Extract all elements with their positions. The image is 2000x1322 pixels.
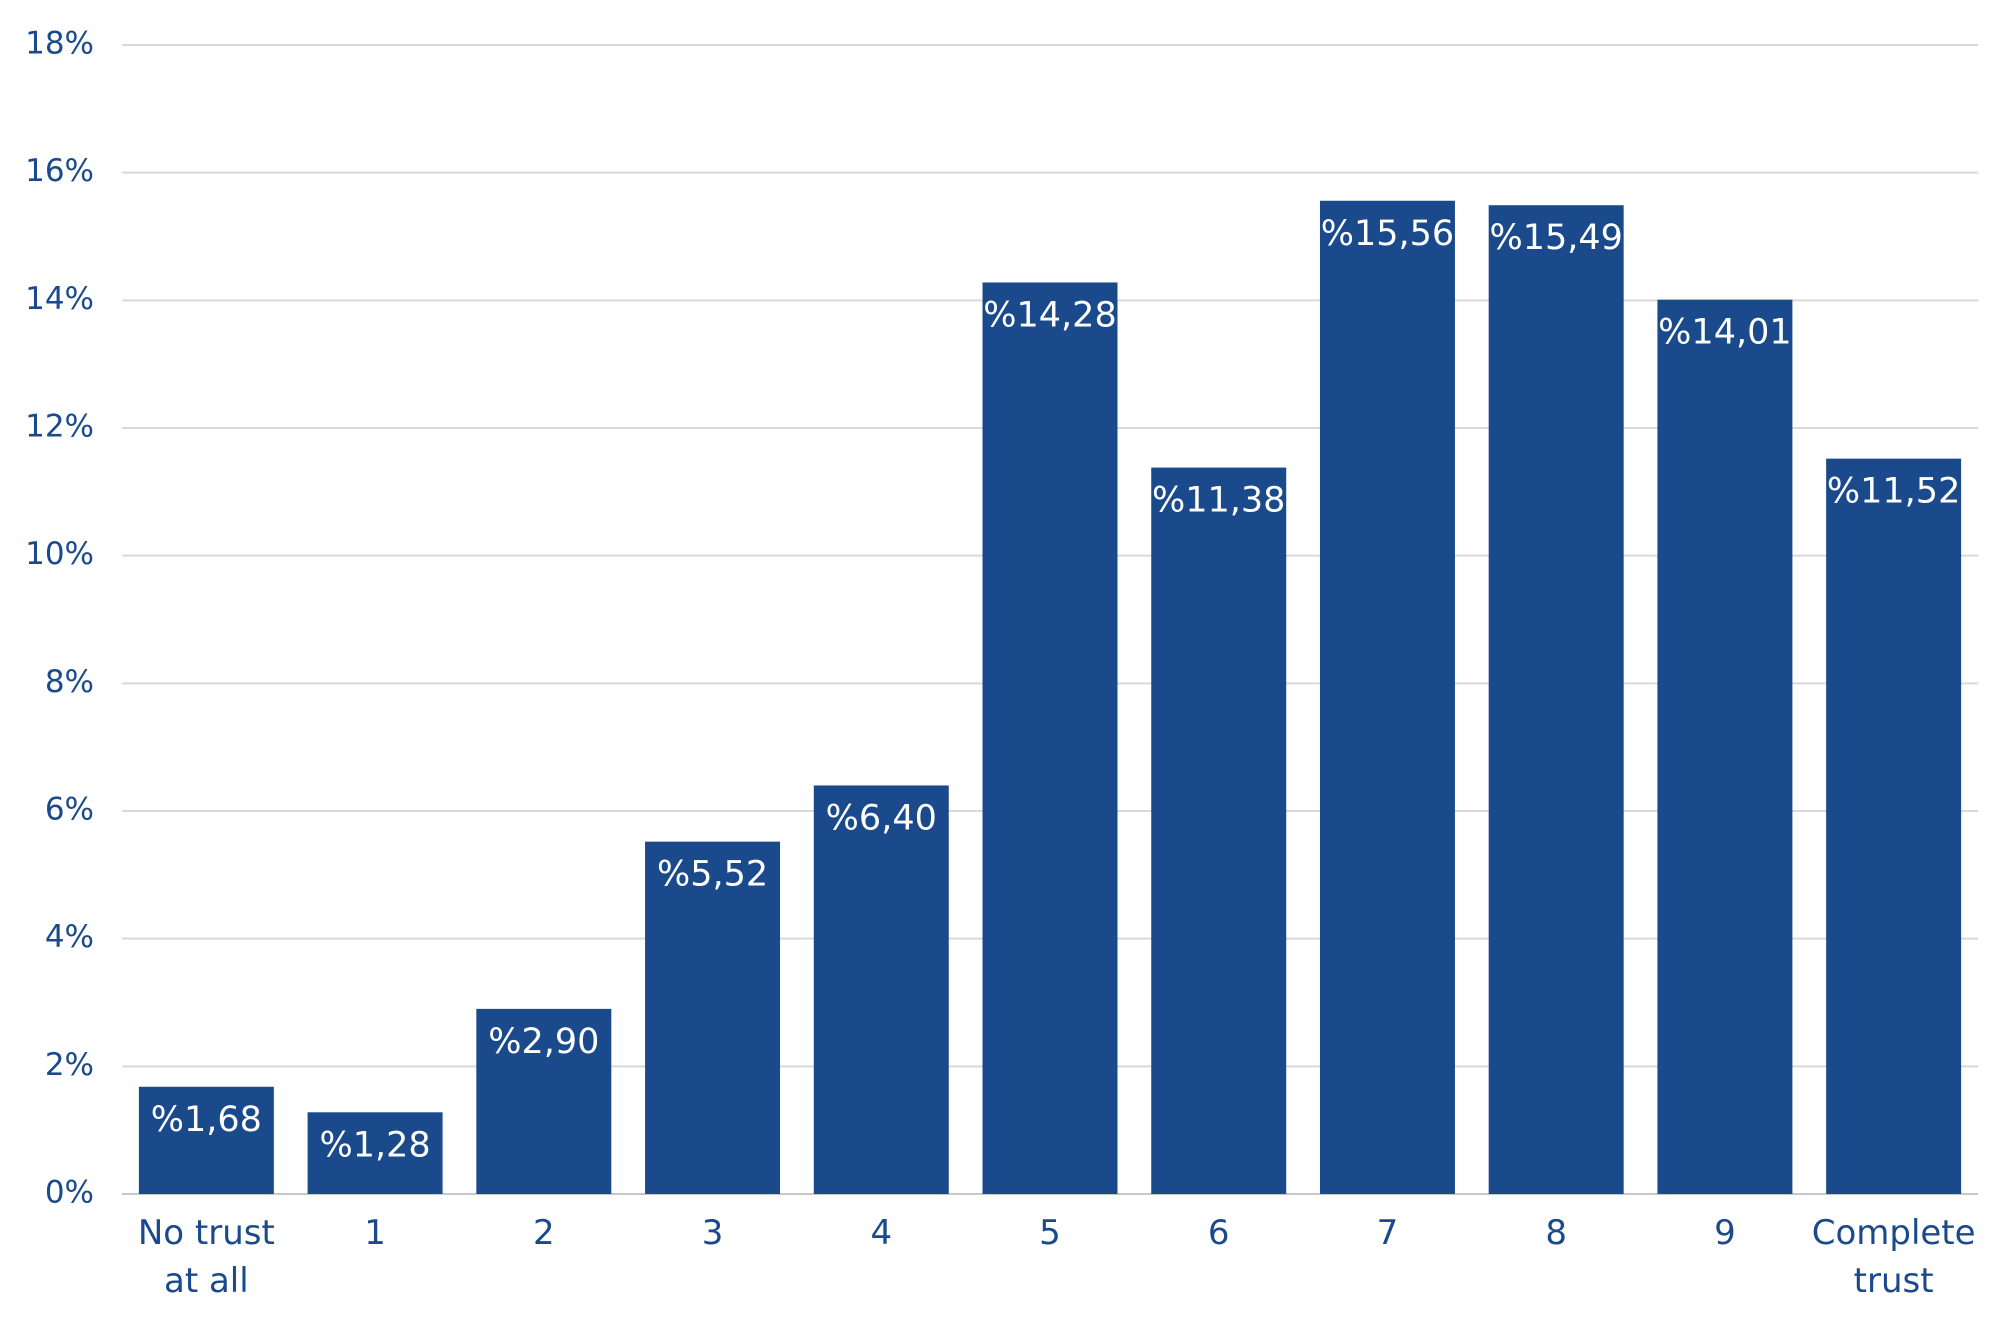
- y-axis-ticks: 0% 2% 4% 6% 8% 10% 12% 14% 16% 18%: [25, 26, 94, 1211]
- x-category-label: 3: [702, 1213, 724, 1253]
- x-category-label-line: at all: [164, 1261, 249, 1301]
- y-tick-label: 8%: [45, 664, 94, 700]
- bar: [307, 1112, 443, 1194]
- y-tick-label: 18%: [25, 26, 94, 62]
- y-tick-label: 2%: [45, 1047, 94, 1083]
- data-label: %2,90: [488, 1022, 599, 1062]
- x-category-label-line: No trust: [138, 1213, 275, 1253]
- x-category-label: 6: [1208, 1213, 1230, 1253]
- x-category-label: 7: [1377, 1213, 1399, 1253]
- data-label: %11,38: [1152, 481, 1285, 521]
- y-tick-label: 10%: [25, 536, 94, 572]
- data-label: %6,40: [826, 798, 937, 838]
- data-label: %5,52: [657, 855, 768, 895]
- x-category-label-line: 7: [1377, 1213, 1399, 1253]
- x-category-label-line: 3: [702, 1213, 724, 1253]
- x-category-label-line: 8: [1545, 1213, 1567, 1253]
- bar: [138, 1086, 274, 1194]
- x-category-label: No trust at all: [138, 1213, 275, 1301]
- bar: [813, 785, 949, 1194]
- bars: [138, 200, 1962, 1195]
- data-label: %14,28: [983, 295, 1116, 335]
- bar: [645, 841, 781, 1194]
- x-category-label: 2: [533, 1213, 555, 1253]
- y-tick-label: 12%: [25, 409, 94, 445]
- bar: [476, 1008, 612, 1194]
- x-category-label: 9: [1714, 1213, 1736, 1253]
- y-tick-label: 6%: [45, 792, 94, 828]
- x-category-label: 1: [364, 1213, 386, 1253]
- bar: [1319, 200, 1455, 1195]
- x-category-label: 8: [1545, 1213, 1567, 1253]
- bar: [1488, 205, 1624, 1194]
- x-category-label-line: 1: [364, 1213, 386, 1253]
- x-category-label: Complete trust: [1812, 1213, 1976, 1301]
- data-label: %15,49: [1489, 218, 1622, 258]
- x-category-label: 5: [1039, 1213, 1061, 1253]
- x-category-label-line: 4: [870, 1213, 892, 1253]
- bar: [1151, 467, 1287, 1194]
- data-label: %15,56: [1321, 214, 1454, 254]
- y-tick-label: 0%: [45, 1175, 94, 1211]
- y-tick-label: 14%: [25, 281, 94, 317]
- x-category-label-line: 6: [1208, 1213, 1230, 1253]
- bar: [1826, 458, 1962, 1194]
- data-label: %1,68: [151, 1100, 262, 1140]
- x-category-label-line: Complete: [1812, 1213, 1976, 1253]
- x-category-label-line: 2: [533, 1213, 555, 1253]
- x-category-label: 4: [870, 1213, 892, 1253]
- y-tick-label: 4%: [45, 919, 94, 955]
- bar: [1657, 299, 1793, 1194]
- bar: [982, 282, 1118, 1195]
- data-label: %1,28: [319, 1125, 430, 1165]
- data-label: %14,01: [1658, 313, 1791, 353]
- x-axis-categories: No trust at all 1 2 3 4 5 6 7 8 9 Complete trust: [138, 1213, 1976, 1301]
- x-category-label-line: 9: [1714, 1213, 1736, 1253]
- x-category-label-line: 5: [1039, 1213, 1061, 1253]
- x-category-label-line: trust: [1854, 1261, 1934, 1301]
- data-labels: %1,68 %1,28 %2,90 %5,52 %6,40 %14,28 %11,38 %15…: [151, 214, 1961, 1166]
- y-tick-label: 16%: [25, 153, 94, 189]
- data-label: %11,52: [1827, 472, 1960, 512]
